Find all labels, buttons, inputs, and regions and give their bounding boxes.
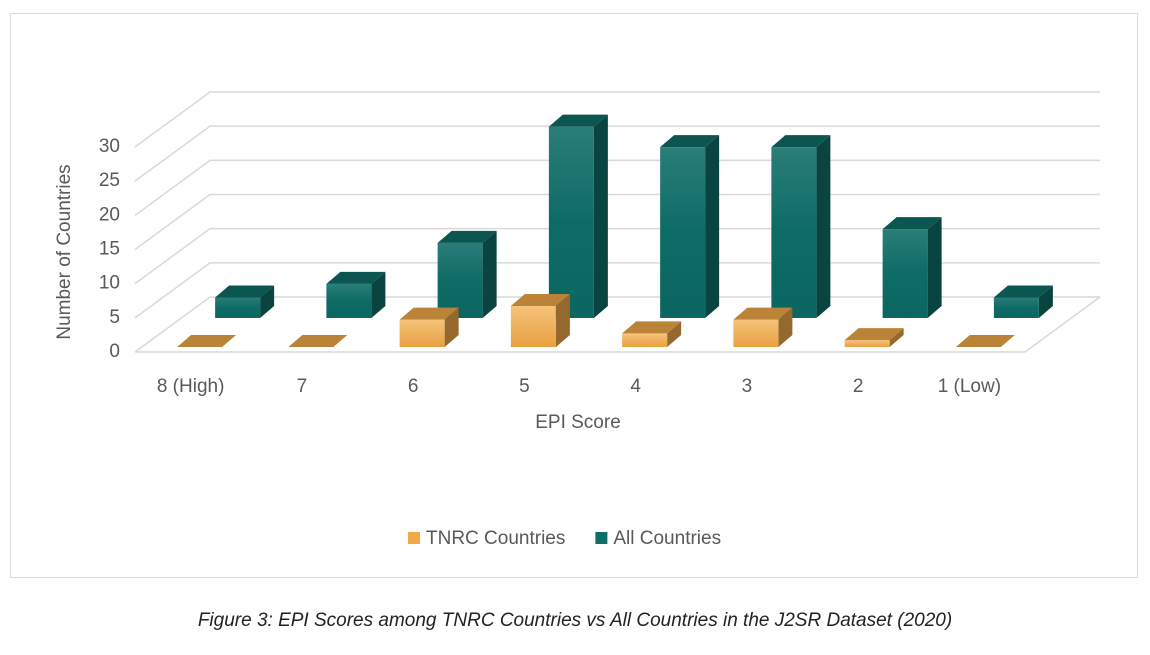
bar-top — [548, 114, 608, 127]
bar-top — [844, 328, 904, 341]
bar-side — [816, 135, 831, 318]
bar-top — [882, 217, 942, 230]
bar-side — [371, 271, 386, 318]
bar — [955, 335, 1015, 347]
floor-edge — [135, 296, 1101, 353]
bar-top — [326, 271, 386, 284]
x-tick-label: 3 — [742, 376, 753, 397]
bar-side — [667, 321, 682, 347]
legend-swatch — [408, 532, 420, 544]
legend-label: All Countries — [613, 528, 721, 549]
bar-top — [437, 230, 497, 243]
y-tick-label: 30 — [99, 136, 120, 157]
x-tick-label: 5 — [519, 376, 530, 397]
bar — [548, 114, 608, 319]
bar-top — [399, 307, 459, 320]
bar-front — [733, 319, 779, 347]
bar-top — [771, 135, 831, 148]
bar — [177, 335, 237, 347]
x-tick-label: 2 — [853, 376, 864, 397]
bar-top — [660, 135, 720, 148]
bar-top — [215, 285, 275, 298]
y-tick-label: 15 — [99, 239, 120, 260]
bar-front — [993, 297, 1039, 318]
bar-side — [555, 294, 570, 347]
bar-side — [889, 328, 904, 347]
bar-side — [260, 285, 275, 318]
bar — [288, 335, 348, 347]
legend-label: TNRC Countries — [426, 528, 565, 549]
bar — [437, 230, 497, 318]
bar-front — [215, 297, 261, 318]
bar-front — [326, 283, 372, 318]
x-axis-label: EPI Score — [535, 412, 621, 433]
bar — [326, 271, 386, 318]
bar-front — [844, 340, 890, 347]
bar — [993, 285, 1053, 318]
bar-front — [660, 147, 706, 318]
bar-side — [927, 217, 942, 318]
bar-side — [482, 230, 497, 318]
bar-side — [778, 307, 793, 347]
bar-front — [437, 242, 483, 318]
grid-line — [134, 91, 1100, 148]
bar — [215, 285, 275, 318]
x-tick-label: 8 (High) — [157, 376, 225, 397]
bar-front — [622, 333, 668, 347]
x-tick-label: 1 (Low) — [938, 376, 1001, 397]
bar-top — [955, 335, 1015, 347]
bar — [622, 321, 682, 347]
bar — [510, 294, 570, 347]
bar — [882, 217, 942, 318]
grid-line — [134, 125, 1100, 182]
bar-front — [399, 319, 445, 347]
bar-front — [510, 306, 556, 347]
bar — [771, 135, 831, 318]
legend-swatch — [595, 532, 608, 544]
bar-top — [177, 335, 237, 347]
bar-front — [548, 126, 594, 319]
x-tick-label: 4 — [630, 376, 641, 397]
x-tick-label: 7 — [297, 376, 308, 397]
bar — [660, 135, 720, 318]
bar-front — [771, 147, 817, 318]
bar-side — [444, 307, 459, 347]
bar-front — [882, 229, 928, 318]
y-tick-label: 10 — [99, 273, 120, 294]
y-tick-label: 0 — [109, 341, 120, 362]
bar-top — [622, 321, 682, 334]
bar-top — [510, 294, 570, 306]
y-tick-label: 5 — [109, 307, 120, 328]
bar — [844, 328, 904, 347]
x-tick-label: 6 — [408, 376, 419, 397]
caption: Figure 3: EPI Scores among TNRC Countrie… — [198, 610, 952, 631]
bar-top — [288, 335, 348, 347]
bar-side — [1038, 285, 1053, 318]
bar — [733, 307, 793, 347]
bar-top — [993, 285, 1053, 298]
y-tick-label: 25 — [99, 170, 120, 191]
bar-side — [593, 114, 608, 319]
bar-top — [733, 307, 793, 320]
y-tick-label: 20 — [99, 204, 120, 225]
bar — [399, 307, 459, 347]
y-axis-label: Number of Countries — [54, 164, 75, 339]
bar-side — [705, 135, 720, 318]
